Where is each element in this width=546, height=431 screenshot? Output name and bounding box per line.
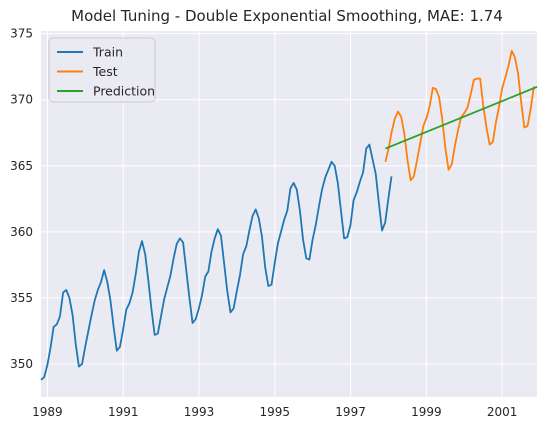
y-tick-label: 370 [10, 93, 33, 107]
series-line-test [384, 49, 535, 182]
legend-label: Test [92, 64, 118, 79]
x-axis: 1989 1991 1993 1995 1997 1999 2001 [32, 405, 517, 419]
x-tick-label: 1993 [184, 405, 215, 419]
legend-label: Prediction [93, 84, 155, 99]
x-tick-label: 1989 [32, 405, 63, 419]
x-tick-label: 1995 [260, 405, 291, 419]
legend-label: Train [92, 45, 123, 60]
series-line-prediction [385, 86, 538, 150]
y-tick-label: 375 [10, 27, 33, 41]
x-tick-label: 1999 [411, 405, 442, 419]
x-tick-label: 2001 [487, 405, 518, 419]
y-tick-label: 365 [10, 159, 33, 173]
x-tick-label: 1991 [108, 405, 139, 419]
series-line-train [40, 143, 393, 381]
x-tick-label: 1997 [335, 405, 366, 419]
chart-title: Model Tuning - Double Exponential Smooth… [71, 7, 503, 25]
series-lines [40, 49, 538, 381]
y-tick-label: 350 [10, 357, 33, 371]
legend: Train Test Prediction [48, 37, 156, 103]
y-axis: 350 355 360 365 370 375 [10, 27, 33, 371]
y-tick-label: 355 [10, 291, 33, 305]
y-tick-label: 360 [10, 225, 33, 239]
legend-box [48, 37, 156, 103]
